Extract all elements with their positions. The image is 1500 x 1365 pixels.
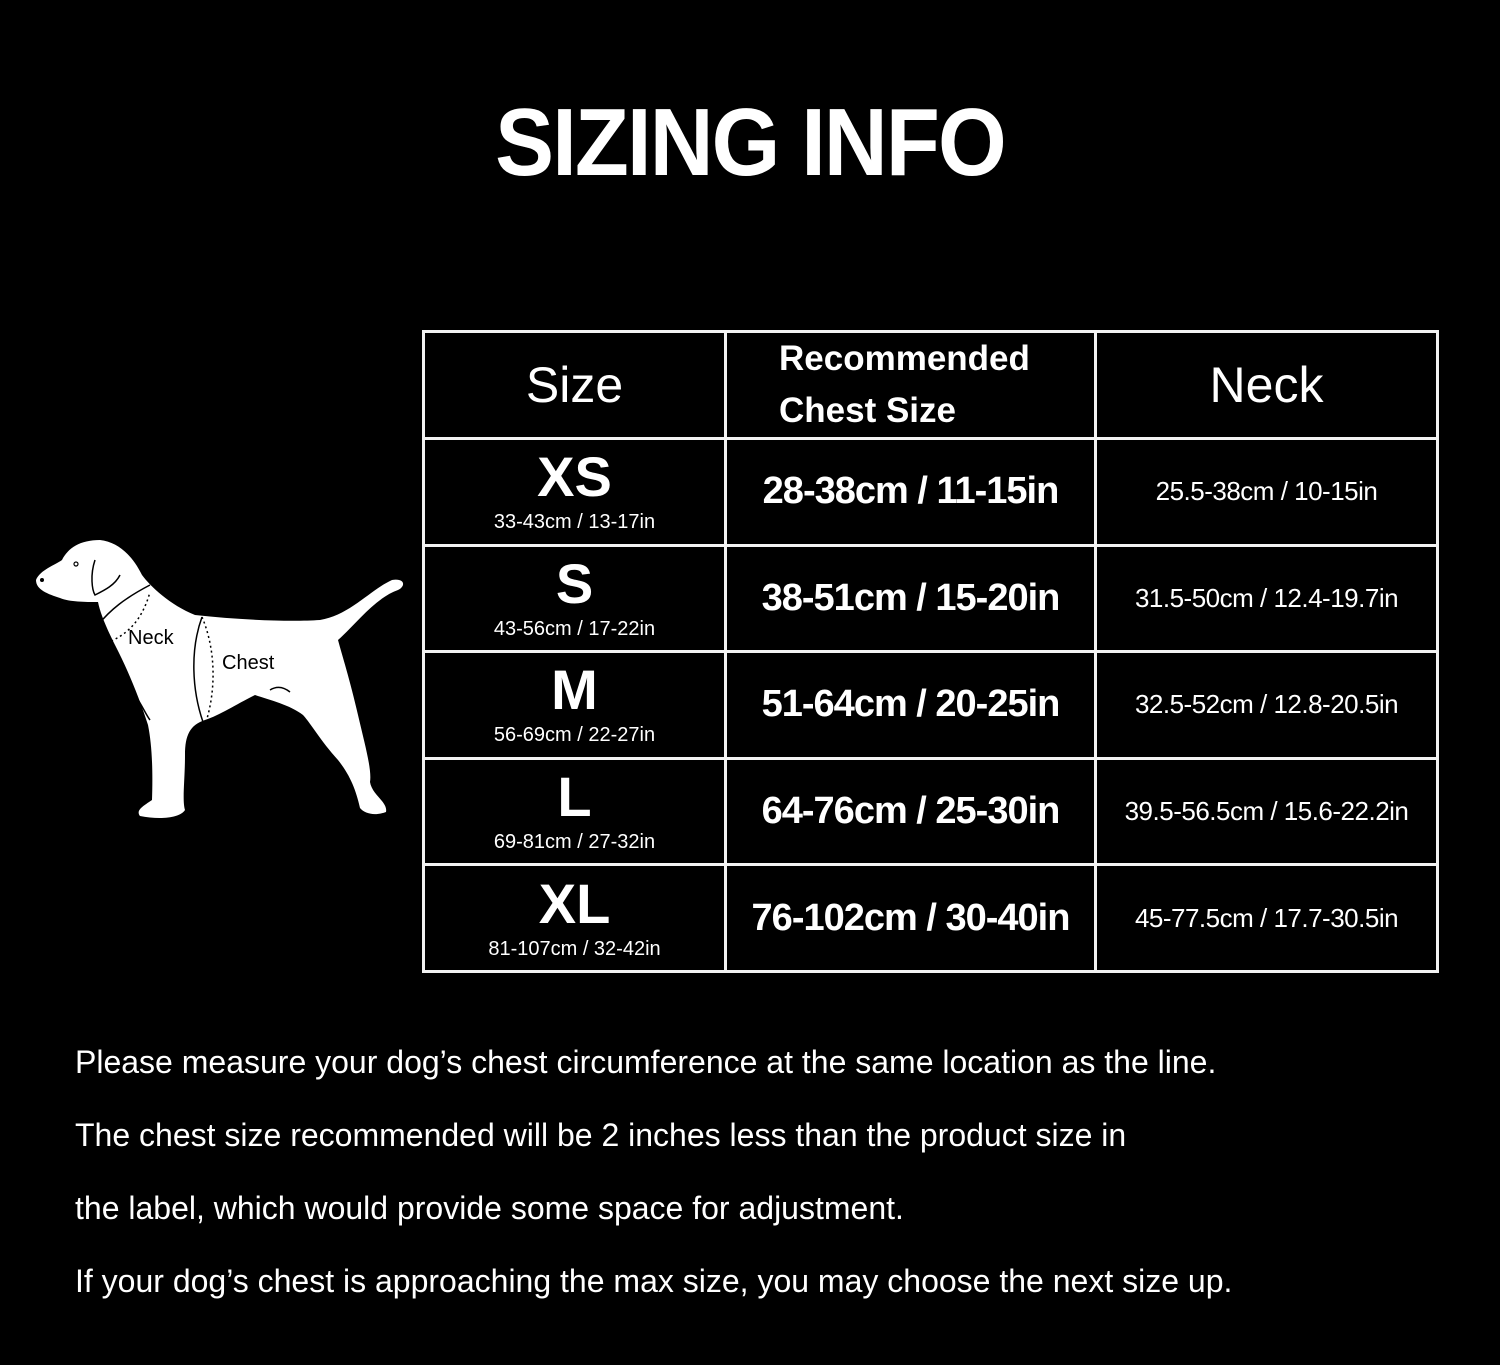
size-label: S — [555, 551, 594, 615]
neck-cell: 45-77.5cm / 17.7-30.5in — [1094, 863, 1439, 973]
measurement-notes: Please measure your dog’s chest circumfe… — [75, 1040, 1232, 1332]
size-cell: M 56-69cm / 22-27in — [422, 650, 727, 760]
table-row: M 56-69cm / 22-27in 51-64cm / 20-25in 32.… — [422, 650, 1439, 760]
neck-label: Neck — [128, 627, 175, 649]
header-size: Size — [422, 330, 727, 440]
product-size: 33-43cm / 13-17in — [493, 511, 656, 534]
size-label: XL — [538, 871, 611, 935]
header-chest: Recommended Chest Size — [724, 330, 1097, 440]
neck-cell: 32.5-52cm / 12.8-20.5in — [1094, 650, 1439, 760]
table-row: XL 81-107cm / 32-42in 76-102cm / 30-40in … — [422, 863, 1439, 973]
size-cell: S 43-56cm / 17-22in — [422, 543, 727, 654]
neck-cell: 25.5-38cm / 10-15in — [1094, 437, 1439, 547]
note-line: the label, which would provide some spac… — [75, 1190, 904, 1226]
header-neck: Neck — [1094, 330, 1439, 440]
table-row: XS 33-43cm / 13-17in 28-38cm / 11-15in 25… — [422, 437, 1439, 547]
neck-cell: 39.5-56.5cm / 15.6-22.2in — [1094, 756, 1439, 867]
dog-silhouette-icon: Neck Chest — [36, 540, 404, 818]
table-header-row: Size Recommended Chest Size Neck — [422, 330, 1439, 440]
header-chest-line1: Recommended — [779, 339, 1030, 378]
product-size: 56-69cm / 22-27in — [493, 724, 656, 747]
table-row: L 69-81cm / 27-32in 64-76cm / 25-30in 39.… — [422, 756, 1439, 867]
chest-cell: 76-102cm / 30-40in — [724, 863, 1097, 973]
size-label: L — [557, 765, 592, 829]
product-size: 81-107cm / 32-42in — [488, 937, 661, 960]
note-line: The chest size recommended will be 2 inc… — [75, 1117, 1127, 1153]
sizing-table: Size Recommended Chest Size Neck XS 33-43c… — [422, 330, 1439, 973]
table-row: S 43-56cm / 17-22in 38-51cm / 15-20in 31.… — [422, 543, 1439, 654]
chest-cell: 51-64cm / 20-25in — [724, 650, 1097, 760]
neck-cell: 31.5-50cm / 12.4-19.7in — [1094, 543, 1439, 654]
note-line: Please measure your dog’s chest circumfe… — [75, 1044, 1217, 1080]
chest-cell: 28-38cm / 11-15in — [724, 437, 1097, 547]
size-cell: XL 81-107cm / 32-42in — [422, 863, 727, 973]
page-title: SIZING INFO — [495, 89, 1007, 196]
header-chest-line2: Chest Size — [779, 391, 956, 430]
product-size: 43-56cm / 17-22in — [493, 617, 656, 640]
note-line: If your dog’s chest is approaching the m… — [75, 1263, 1233, 1299]
product-size: 69-81cm / 27-32in — [493, 831, 656, 854]
size-label: XS — [537, 445, 612, 509]
chest-label: Chest — [222, 652, 275, 674]
chest-cell: 64-76cm / 25-30in — [724, 756, 1097, 867]
size-label: M — [551, 658, 598, 722]
chest-cell: 38-51cm / 15-20in — [724, 543, 1097, 654]
size-cell: L 69-81cm / 27-32in — [422, 756, 727, 867]
size-cell: XS 33-43cm / 13-17in — [422, 437, 727, 547]
